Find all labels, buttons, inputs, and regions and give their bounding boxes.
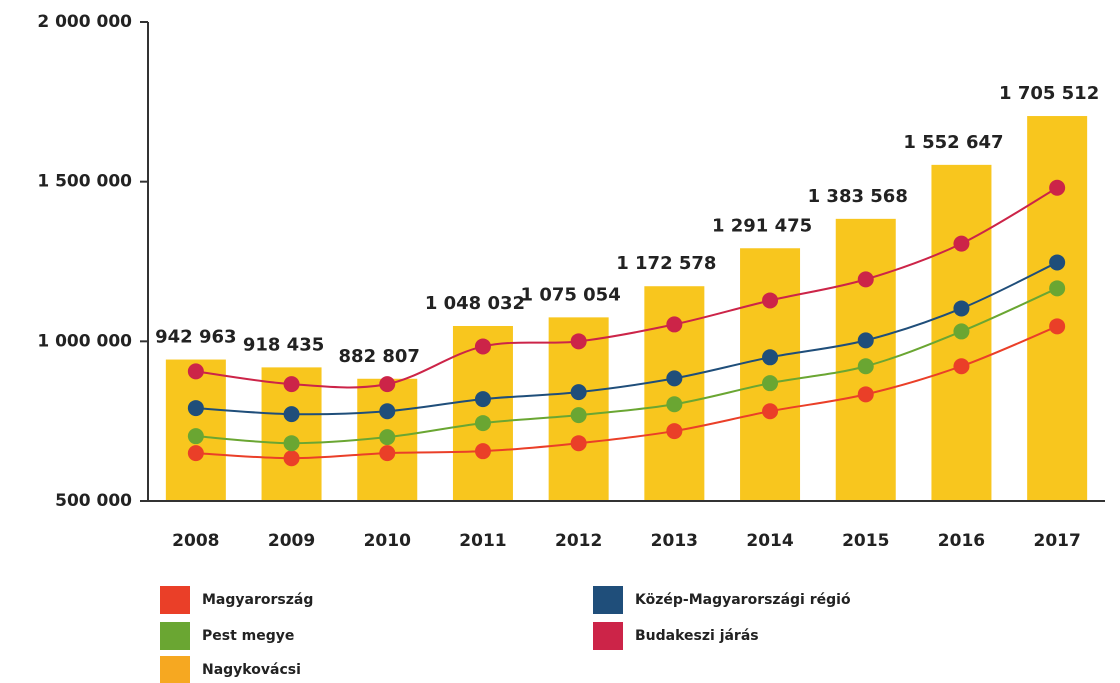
point (187, 400, 204, 417)
line (195, 186, 1058, 389)
point (762, 403, 779, 420)
point (474, 415, 491, 432)
point (666, 316, 683, 333)
point (857, 358, 874, 375)
point (570, 384, 587, 401)
legend-swatch (593, 622, 623, 650)
x-tick-label: 2011 (459, 531, 506, 551)
point (1049, 280, 1066, 297)
point (953, 300, 970, 317)
legend-label: Magyarország (202, 592, 313, 608)
point (570, 435, 587, 452)
point (857, 271, 874, 288)
point (283, 450, 300, 467)
point (666, 396, 683, 413)
bar (740, 248, 801, 501)
legend-swatch (160, 622, 190, 650)
legend-swatch (160, 586, 190, 614)
bar (452, 325, 513, 501)
y-tick-label: 1 000 000 (37, 331, 132, 351)
value-label: 1 075 054 (521, 284, 621, 305)
legend-swatch (160, 656, 190, 683)
legend-label: Budakeszi járás (635, 628, 759, 644)
value-label: 1 172 578 (616, 253, 716, 274)
x-tick-label: 2017 (1033, 531, 1080, 551)
point (187, 445, 204, 462)
point (283, 406, 300, 423)
point (570, 333, 587, 350)
y-tick-label: 500 000 (55, 491, 132, 511)
value-label: 1 705 512 (999, 83, 1099, 104)
point (474, 338, 491, 355)
value-label: 1 552 647 (903, 132, 1003, 153)
point (570, 407, 587, 424)
point (474, 391, 491, 408)
point (762, 349, 779, 366)
value-label: 1 383 568 (808, 186, 908, 207)
point (283, 435, 300, 452)
value-label: 1 048 032 (425, 293, 525, 314)
point (953, 323, 970, 340)
point (283, 376, 300, 393)
bar (1027, 116, 1088, 502)
point (1049, 318, 1066, 335)
x-tick-label: 2016 (938, 531, 985, 551)
legend-swatch (593, 586, 623, 614)
point (187, 363, 204, 380)
point (379, 445, 396, 462)
value-label: 1 291 475 (712, 215, 812, 236)
x-tick-label: 2015 (842, 531, 889, 551)
point (857, 332, 874, 349)
point (762, 292, 779, 309)
point (1049, 254, 1066, 271)
y-tick-label: 2 000 000 (37, 12, 132, 32)
point (953, 235, 970, 252)
value-label: 918 435 (243, 334, 324, 355)
x-tick-label: 2010 (364, 531, 411, 551)
point (187, 428, 204, 445)
value-label: 942 963 (155, 327, 236, 348)
y-tick-label: 1 500 000 (37, 172, 132, 192)
point (953, 358, 970, 375)
legend-label: Közép-Magyarországi régió (635, 592, 851, 608)
x-tick-label: 2009 (268, 531, 315, 551)
x-tick-label: 2012 (555, 531, 602, 551)
line (195, 287, 1058, 445)
point (379, 429, 396, 446)
point (857, 386, 874, 403)
line (195, 325, 1058, 460)
line (195, 261, 1058, 416)
value-label: 882 807 (339, 346, 420, 367)
point (666, 370, 683, 387)
point (1049, 179, 1066, 196)
point (762, 375, 779, 392)
point (474, 443, 491, 460)
x-tick-label: 2008 (172, 531, 219, 551)
legend-label: Pest megye (202, 628, 294, 644)
x-tick-label: 2013 (651, 531, 698, 551)
point (379, 376, 396, 393)
point (379, 403, 396, 420)
legend-label: Nagykovácsi (202, 662, 301, 678)
x-tick-label: 2014 (746, 531, 793, 551)
point (666, 423, 683, 440)
